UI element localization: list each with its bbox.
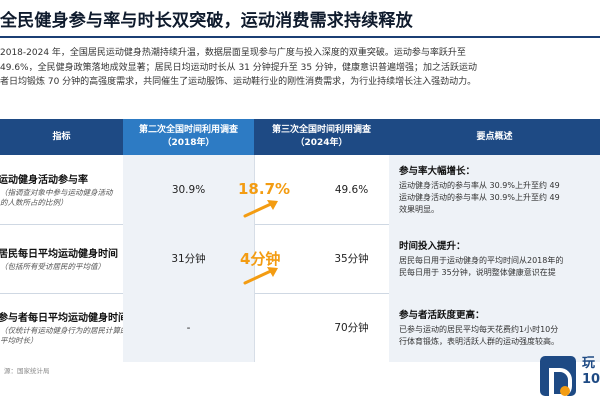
logo-dot: [560, 386, 570, 396]
table-row: 参与者每日平均运动健身时间 （仅统计有运动健身行为的居民计算的 平均时长） - …: [0, 293, 600, 362]
logo-d-shape: [549, 368, 572, 398]
title-underline: [0, 36, 600, 38]
indicator-note: （指调查对象中参与运动健身活动 的人数所占的比例）: [0, 188, 113, 207]
value-2024: 49.6%: [334, 183, 369, 196]
table-row: 居民每日平均运动健身时间 （包括所有受访居民的平均值） 31分钟 35分钟 时间…: [0, 224, 600, 294]
intro-line-3: 者日均锻炼 70 分钟的高强度需求，共同催生了运动服饰、运动鞋行业的刚性消费需求…: [0, 77, 477, 87]
indicator-note: （仅统计有运动健身行为的居民计算的 平均时长）: [0, 326, 128, 345]
logo-mark: [540, 356, 576, 398]
summary-title: 参与者活跃度更高：: [399, 310, 485, 321]
summary-text: 居民每日用于运动健身的平均时间从2018年的 民每日用于 35分钟，说明整体健康…: [399, 256, 564, 277]
value-2024: 35分钟: [334, 253, 369, 265]
header-indicator: 指标: [0, 119, 123, 155]
value-2018: 30.9%: [171, 183, 206, 196]
summary-title: 时间投入提升：: [399, 241, 466, 252]
value-2018-cell: -: [123, 293, 254, 362]
value-2024-cell: 35分钟: [254, 224, 389, 293]
header-summary: 要点概述: [389, 119, 600, 155]
column-divider: [254, 155, 255, 362]
participation-delta: 18.7%: [238, 180, 291, 198]
value-2018: 31分钟: [171, 253, 206, 265]
arrow-up-icon: [243, 267, 278, 285]
value-2018-cell: 30.9%: [123, 155, 254, 224]
summary-cell: 时间投入提升： 居民每日用于运动健身的平均时间从2018年的 民每日用于 35分…: [389, 224, 600, 293]
table-row: 运动健身活动参与率 （指调查对象中参与运动健身活动 的人数所占的比例） 30.9…: [0, 155, 600, 225]
summary-title: 参与率大幅增长：: [399, 166, 476, 177]
indicator-title: 居民每日平均运动健身时间: [0, 249, 118, 260]
value-2018: -: [186, 321, 191, 334]
indicator-cell: 参与者每日平均运动健身时间 （仅统计有运动健身行为的居民计算的 平均时长）: [0, 293, 128, 362]
arrow-up-icon: [243, 200, 278, 218]
intro-line-1: 2018-2024 年，全国居民运动健身热潮持续升温，数据层面呈现参与广度与投入…: [0, 48, 466, 58]
source-note: 源：国家统计局: [4, 367, 50, 375]
header-2018: 第二次全国时间利用调查 （2018年）: [123, 119, 254, 155]
time-delta: 4分钟: [240, 250, 281, 268]
indicator-note: （包括所有受访居民的平均值）: [0, 262, 105, 271]
logo-text: 玩 10: [582, 356, 600, 387]
brand-logo: 玩 10: [540, 350, 600, 400]
value-2024-cell: 70分钟: [254, 293, 389, 362]
intro-line-2: 49.6%，全民健身政策落地成效显著；居民日均运动时长从 31 分钟提升至 35…: [0, 62, 477, 73]
summary-cell: 参与者活跃度更高： 已参与运动的居民平均每天花费约1小时10分 行体育锻炼，表明…: [389, 293, 600, 362]
summary-cell: 参与率大幅增长： 运动健身活动的参与率从 30.9%上升至约 49 运动健身活动…: [389, 155, 600, 224]
value-2024: 70分钟: [334, 322, 369, 334]
value-2018-cell: 31分钟: [123, 224, 254, 293]
summary-text: 运动健身活动的参与率从 30.9%上升至约 49 运动健身活动的参与率从 30.…: [399, 181, 560, 214]
indicator-title: 运动健身活动参与率: [0, 175, 88, 186]
value-2024-cell: 49.6%: [254, 155, 389, 224]
page-title: 全民健身参与率与时长双突破，运动消费需求持续释放: [0, 11, 413, 31]
indicator-cell: 居民每日平均运动健身时间 （包括所有受访居民的平均值）: [0, 224, 123, 293]
data-table: 指标 第二次全国时间利用调查 （2018年） 第三次全国时间利用调查 （2024…: [0, 119, 600, 362]
header-2024: 第三次全国时间利用调查 （2024年）: [254, 119, 389, 155]
indicator-title: 参与者每日平均运动健身时间: [0, 313, 128, 324]
intro-paragraph: 2018-2024 年，全国居民运动健身热潮持续升温，数据层面呈现参与广度与投入…: [0, 46, 600, 90]
summary-text: 已参与运动的居民平均每天花费约1小时10分 行体育锻炼，表明活跃人群的运动强度较…: [399, 325, 559, 346]
indicator-cell: 运动健身活动参与率 （指调查对象中参与运动健身活动 的人数所占的比例）: [0, 155, 123, 224]
